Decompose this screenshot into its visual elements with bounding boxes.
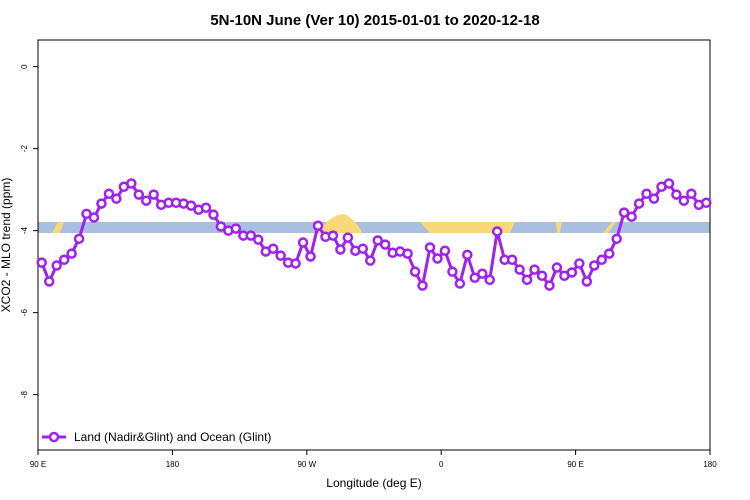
data-point (43, 276, 55, 287)
land-patch (420, 222, 515, 233)
x-axis-label: Longitude (deg E) (326, 476, 421, 490)
data-point (589, 260, 600, 271)
data-point (484, 274, 495, 286)
data-point (611, 233, 622, 245)
land-patch (52, 222, 64, 233)
data-point (305, 251, 316, 262)
data-point (365, 255, 376, 266)
data-point (424, 242, 436, 253)
data-point (335, 244, 346, 255)
data-point (603, 248, 615, 259)
data-point (379, 239, 391, 250)
data-point (678, 195, 690, 206)
data-point (327, 230, 339, 241)
data-point (536, 270, 548, 281)
data-point (663, 178, 675, 189)
legend-label: Land (Nadir&Glint) and Ocean (Glint) (74, 430, 271, 444)
data-point (297, 237, 309, 248)
data-point (648, 193, 660, 204)
land-ocean-strip (38, 214, 710, 233)
data-point (618, 207, 630, 218)
data-point (409, 266, 421, 277)
x-tick-label: 180 (166, 460, 180, 469)
data-point (417, 280, 428, 291)
data-point (402, 248, 413, 259)
data-point (208, 209, 219, 220)
data-point (686, 188, 697, 199)
data-point (58, 254, 70, 266)
data-point (36, 257, 47, 268)
data-point (701, 197, 712, 209)
land-patch (556, 222, 562, 233)
data-point (73, 233, 85, 245)
x-tick-label: 90 E (567, 460, 583, 469)
data-point (596, 254, 607, 266)
chart-title: 5N-10N June (Ver 10) 2015-01-01 to 2020-… (210, 12, 539, 29)
data-point (581, 276, 593, 287)
data-point (641, 188, 652, 199)
data-point (633, 198, 645, 209)
x-tick-label: 90 E (30, 460, 46, 469)
data-point (477, 268, 488, 279)
x-tick-label: 0 (439, 460, 444, 469)
data-point (514, 264, 525, 275)
land-patch (603, 222, 616, 233)
data-point (88, 212, 100, 223)
data-point (462, 249, 473, 261)
data-point (275, 250, 286, 261)
y-tick-label: -6 (20, 309, 29, 317)
data-point (51, 260, 62, 271)
data-point (267, 243, 279, 254)
x-tick-label: 180 (703, 460, 717, 469)
data-point (671, 189, 682, 200)
data-point (544, 280, 555, 291)
data-point (439, 245, 451, 256)
data-point (141, 195, 152, 206)
data-point (432, 253, 443, 264)
legend: Land (Nadir&Glint) and Ocean (Glint) (42, 430, 271, 444)
data-point (148, 189, 159, 200)
y-tick-label: -8 (20, 391, 29, 399)
data-point (529, 264, 540, 275)
data-point (111, 193, 122, 204)
data-point (551, 262, 563, 273)
y-tick-label: -2 (20, 145, 29, 153)
data-point (447, 266, 458, 277)
y-axis-label: XCO2 - MLO trend (ppm) (0, 178, 13, 313)
y-tick-label: 0 (20, 64, 29, 69)
data-point (566, 267, 578, 278)
data-point (454, 278, 466, 289)
data-point (521, 274, 533, 286)
data-point (506, 254, 518, 266)
data-point (372, 235, 383, 246)
data-point (245, 230, 257, 241)
data-point (96, 198, 107, 209)
x-tick-label: 90 W (297, 460, 316, 469)
data-point (626, 211, 637, 222)
data-point (312, 220, 324, 231)
data-point (342, 232, 354, 243)
land-patch (318, 214, 362, 233)
legend-marker (48, 431, 60, 443)
data-point (574, 258, 585, 269)
data-point (200, 202, 212, 213)
data-point (103, 188, 115, 199)
data-point (230, 223, 242, 234)
data-point (357, 243, 369, 254)
y-tick-label: -4 (20, 227, 29, 235)
ocean-band (38, 222, 710, 233)
data-point (66, 248, 77, 259)
data-point (469, 272, 481, 284)
data-point (133, 189, 145, 200)
data-point (185, 200, 197, 211)
data-point (253, 234, 264, 245)
data-point (215, 221, 227, 232)
data-point (290, 258, 301, 269)
plot-frame (37, 39, 711, 451)
data-point (126, 178, 137, 189)
data-point (491, 226, 503, 237)
